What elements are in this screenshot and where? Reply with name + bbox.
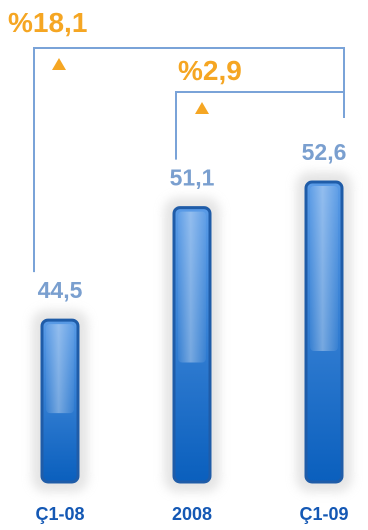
value-label: 44,5 (38, 277, 83, 303)
category-label: Ç1-08 (35, 504, 84, 524)
labels-layer: 44,5 Ç1-08 51,1 2008 52,6 Ç1-09 %18,1 %2,9 (8, 7, 349, 524)
bar-shine (178, 211, 206, 363)
value-label: 51,1 (170, 165, 215, 191)
value-label: 52,6 (302, 139, 347, 165)
change-bracket (33, 47, 345, 273)
change-percent-label: %2,9 (178, 55, 242, 86)
increase-arrow-icon (52, 58, 66, 70)
category-label: Ç1-09 (299, 504, 348, 524)
bars-layer (32, 172, 352, 492)
increase-arrow-icon (195, 102, 209, 114)
change-percent-label: %18,1 (8, 7, 87, 38)
category-label: 2008 (172, 504, 212, 524)
bar-shine (310, 186, 338, 351)
bar-shine (46, 324, 74, 414)
change-bracket (175, 91, 345, 160)
brackets-layer (33, 47, 345, 273)
